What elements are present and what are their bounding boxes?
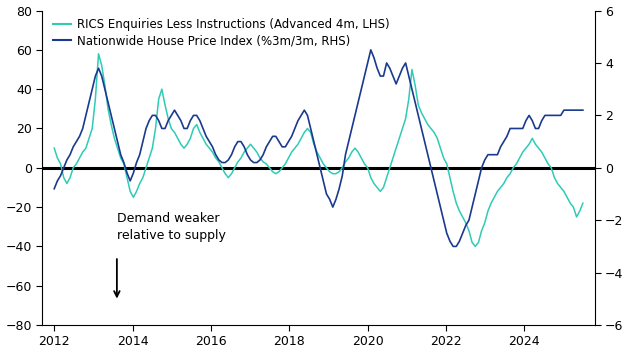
Text: Demand weaker
relative to supply: Demand weaker relative to supply: [117, 212, 226, 242]
Legend: RICS Enquiries Less Instructions (Advanced 4m, LHS), Nationwide House Price Inde: RICS Enquiries Less Instructions (Advanc…: [48, 13, 394, 52]
